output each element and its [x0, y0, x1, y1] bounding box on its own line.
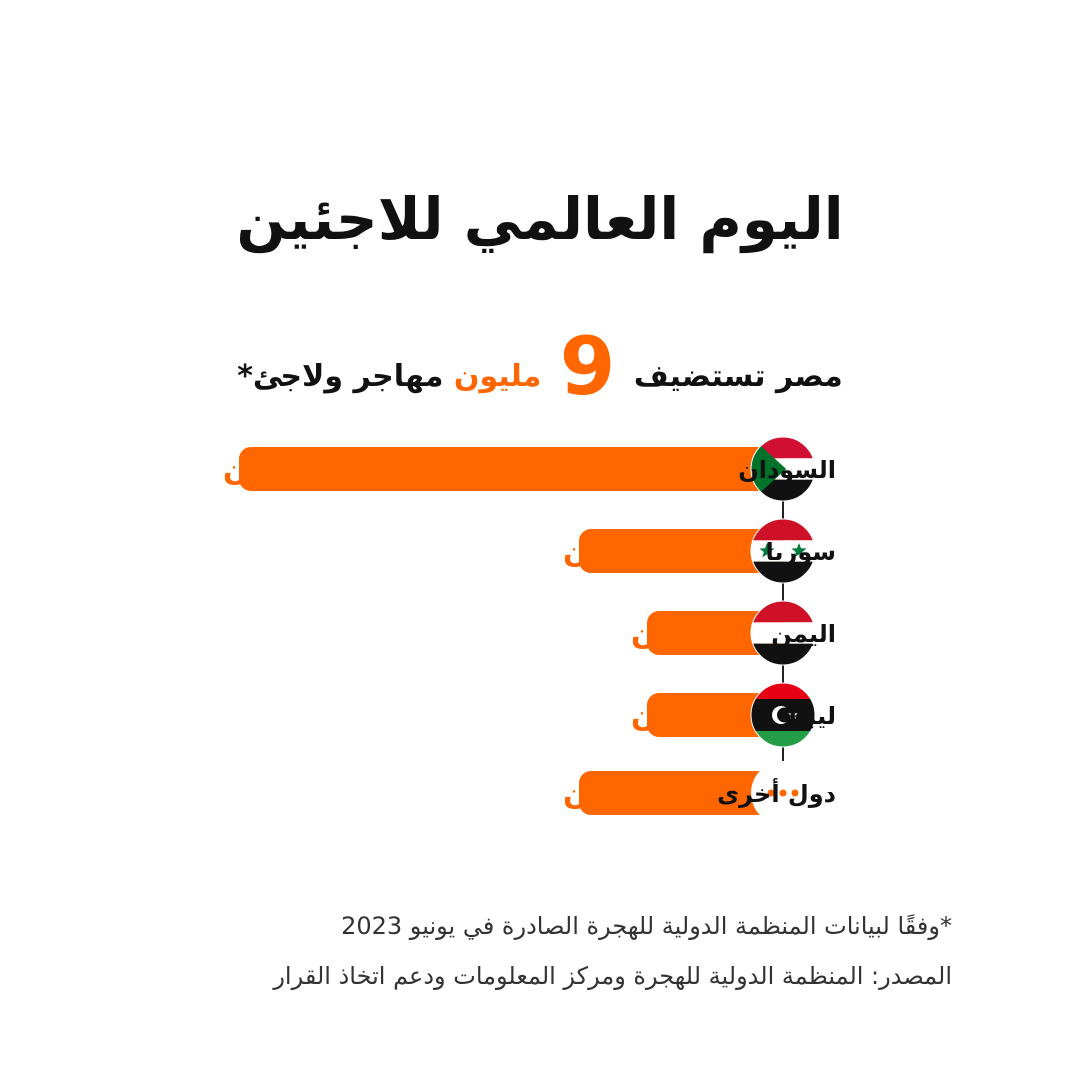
subtitle-suffix: مهاجر ولاجئ* — [237, 359, 444, 394]
subtitle: مصر تستضيف 9 مليون مهاجر ولاجئ* — [0, 320, 1080, 413]
flag-star — [759, 543, 775, 558]
category-label: السودان — [738, 456, 836, 484]
flag-band-green — [751, 731, 815, 747]
category-label: اليمن — [771, 620, 836, 648]
ellipsis-dot — [791, 789, 799, 797]
flag-outline — [750, 600, 816, 666]
bar — [647, 611, 783, 655]
subtitle-unit: مليون — [453, 359, 542, 394]
flag-band-red — [751, 519, 815, 541]
flag-band-red — [751, 601, 815, 623]
flag-band-black — [751, 643, 815, 665]
bar-value-label: 1.5 مليون — [563, 535, 714, 570]
bar — [239, 447, 783, 491]
bar-value-label: 1 مليون — [631, 699, 750, 734]
bar-value-label: 1.5 مليون — [563, 777, 714, 812]
flag-band-black — [751, 561, 815, 583]
category-label: سوريا — [766, 538, 837, 566]
category-label: ليبيا — [789, 702, 836, 730]
flag-triangle-green — [751, 437, 787, 501]
footnote-source: المصدر: المنظمة الدولية للهجرة ومركز الم… — [273, 962, 952, 990]
flag-crescent-cutout — [777, 707, 792, 723]
footnote-note: *وفقًا لبيانات المنظمة الدولية للهجرة ال… — [341, 912, 952, 940]
bar — [579, 529, 783, 573]
bar-value-label: 1 مليون — [631, 617, 750, 652]
sudan-flag-icon — [750, 436, 816, 502]
bar-value-label: 4 مليون — [223, 453, 342, 488]
yemen-flag-icon — [750, 600, 816, 666]
ellipsis-dot — [779, 789, 787, 797]
subtitle-prefix: مصر تستضيف — [633, 359, 843, 394]
syria-flag-icon — [750, 518, 816, 584]
bar — [579, 771, 783, 815]
ellipsis-icon — [751, 761, 815, 825]
flag-band-white — [751, 622, 815, 644]
bar — [647, 693, 783, 737]
category-label: دول أخرى — [717, 778, 836, 808]
flag-star — [791, 543, 807, 558]
libya-flag-icon — [750, 682, 816, 748]
flag-outline — [750, 436, 816, 502]
flag-outline — [750, 518, 816, 584]
flag-outline — [750, 682, 816, 748]
subtitle-total-number: 9 — [559, 320, 616, 413]
page-title: اليوم العالمي للاجئين — [236, 185, 844, 253]
flag-star — [788, 710, 798, 719]
flag-band-red — [751, 683, 815, 699]
ellipsis-dot — [767, 789, 775, 797]
